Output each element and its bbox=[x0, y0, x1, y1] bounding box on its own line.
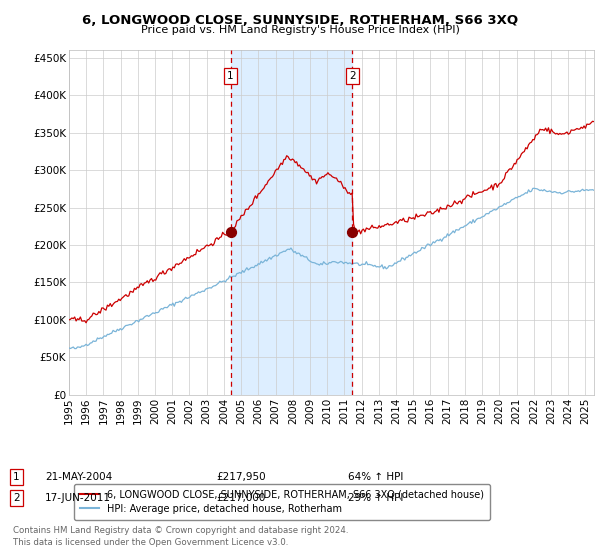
Legend: 6, LONGWOOD CLOSE, SUNNYSIDE, ROTHERHAM, S66 3XQ (detached house), HPI: Average : 6, LONGWOOD CLOSE, SUNNYSIDE, ROTHERHAM,… bbox=[74, 484, 490, 520]
Text: £217,950: £217,950 bbox=[216, 472, 266, 482]
Text: Contains HM Land Registry data © Crown copyright and database right 2024.
This d: Contains HM Land Registry data © Crown c… bbox=[13, 526, 349, 547]
Point bbox=[226, 227, 235, 236]
Text: 6, LONGWOOD CLOSE, SUNNYSIDE, ROTHERHAM, S66 3XQ: 6, LONGWOOD CLOSE, SUNNYSIDE, ROTHERHAM,… bbox=[82, 14, 518, 27]
Text: 29% ↑ HPI: 29% ↑ HPI bbox=[348, 493, 403, 503]
Text: Price paid vs. HM Land Registry's House Price Index (HPI): Price paid vs. HM Land Registry's House … bbox=[140, 25, 460, 35]
Text: 17-JUN-2011: 17-JUN-2011 bbox=[45, 493, 111, 503]
Text: 2: 2 bbox=[13, 493, 20, 503]
Text: 1: 1 bbox=[227, 71, 234, 81]
Bar bbox=[230, 50, 352, 395]
Text: £217,000: £217,000 bbox=[216, 493, 265, 503]
Text: 2: 2 bbox=[349, 71, 356, 81]
Point bbox=[347, 228, 357, 237]
Text: 21-MAY-2004: 21-MAY-2004 bbox=[45, 472, 112, 482]
Text: 1: 1 bbox=[13, 472, 20, 482]
Text: 64% ↑ HPI: 64% ↑ HPI bbox=[348, 472, 403, 482]
